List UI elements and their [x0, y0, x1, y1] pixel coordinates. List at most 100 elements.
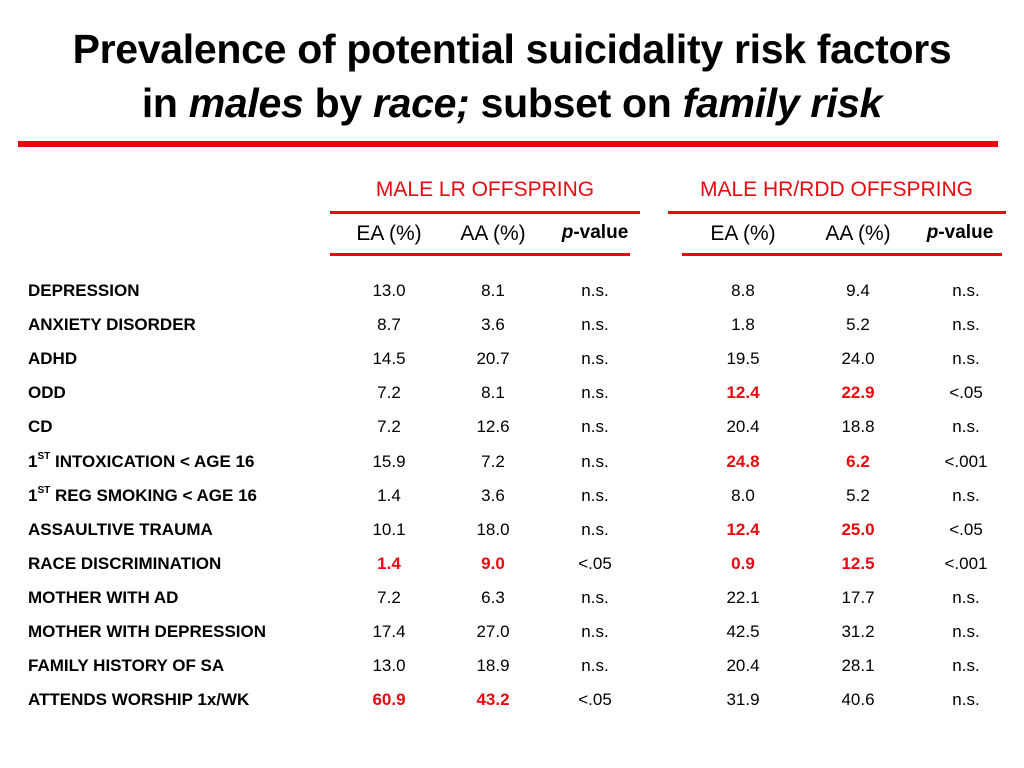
cell-lr-ea: 7.2	[377, 417, 401, 437]
cell-lr-aa: 3.6	[481, 315, 505, 335]
title-part: in	[141, 80, 189, 126]
row-label-text: ODD	[28, 383, 66, 403]
cell-hr-pvalue: n.s.	[952, 690, 980, 710]
cell-hr-ea: 22.1	[726, 587, 760, 607]
title-part: subset on	[469, 80, 683, 126]
row-label: MOTHER WITH AD	[28, 588, 178, 608]
cell-lr-ea: 8.7	[377, 315, 401, 335]
cell-lr-pvalue: n.s.	[581, 485, 609, 505]
cell-lr-pvalue: n.s.	[581, 383, 609, 403]
row-label-text: ASSAULTIVE TRAUMA	[28, 519, 213, 539]
row-label: RACE DISCRIMINATION	[28, 554, 221, 574]
title-emphasis-race: race;	[372, 80, 470, 126]
group-divider-hr	[668, 211, 1006, 214]
cell-lr-pvalue: n.s.	[581, 519, 609, 539]
row-label: ATTENDS WORSHIP 1x/WK	[28, 690, 249, 710]
cell-hr-pvalue: n.s.	[952, 281, 980, 300]
cell-hr-aa: 9.4	[846, 281, 870, 300]
cell-lr-ea: 13.0	[372, 281, 406, 300]
row-label: FAMILY HISTORY OF SA	[28, 656, 224, 676]
colhead-hr-ea: EA (%)	[710, 222, 776, 245]
cell-lr-pvalue: n.s.	[581, 281, 609, 300]
row-label-text: REG SMOKING < AGE 16	[50, 485, 257, 505]
row-label: ASSAULTIVE TRAUMA	[28, 520, 213, 540]
row-label: 1ST INTOXICATION < AGE 16	[28, 450, 255, 472]
cell-hr-aa: 5.2	[846, 485, 870, 505]
cell-hr-ea: 20.4	[726, 656, 760, 676]
colhead-lr-ea: EA (%)	[356, 222, 422, 245]
group-header-hr: MALE HR/RDD OFFSPRING	[699, 178, 974, 201]
cell-hr-pvalue: n.s.	[952, 485, 980, 505]
cell-lr-ea: 7.2	[377, 383, 401, 403]
cell-lr-ea: 60.9	[372, 690, 406, 710]
row-label-text: CD	[28, 417, 53, 437]
row-label: CD	[28, 417, 53, 437]
cell-lr-ea: 15.9	[372, 451, 406, 471]
row-label-text: ADHD	[28, 349, 78, 369]
cell-hr-ea: 42.5	[726, 622, 760, 641]
cell-hr-aa: 28.1	[841, 656, 875, 676]
row-label-text: ANXIETY DISORDER	[28, 315, 196, 335]
table-row: ODD 7.2 8.1 n.s. 12.4 22.9 <.05	[0, 383, 1024, 417]
cell-hr-pvalue: <.05	[949, 383, 983, 403]
title-emphasis-family-risk: family risk	[682, 80, 883, 126]
table-row: MOTHER WITH AD 7.2 6.3 n.s. 22.1 17.7 n.s.	[0, 588, 1024, 622]
cell-lr-pvalue: n.s.	[581, 587, 609, 607]
table-row: 1ST INTOXICATION < AGE 16 15.9 7.2 n.s. 24.8…	[0, 450, 1024, 486]
cell-hr-ea: 31.9	[726, 690, 760, 710]
row-label: 1ST REG SMOKING < AGE 16	[28, 485, 257, 506]
group-divider-lr	[330, 211, 640, 214]
table-row: FAMILY HISTORY OF SA 13.0 18.9 n.s. 20.4 28.1…	[0, 656, 1024, 690]
table-row: CD 7.2 12.6 n.s. 20.4 18.8 n.s.	[0, 417, 1024, 451]
table-row: ADHD 14.5 20.7 n.s. 19.5 24.0 n.s.	[0, 349, 1024, 383]
row-label-text: INTOXICATION < AGE 16	[50, 451, 255, 471]
cell-lr-pvalue: n.s.	[581, 417, 609, 437]
cell-hr-ea: 8.0	[731, 485, 755, 505]
cell-lr-aa: 12.6	[476, 417, 510, 437]
cell-hr-aa: 40.6	[841, 690, 875, 710]
cell-hr-ea: 19.5	[726, 349, 760, 369]
cell-lr-ea: 1.4	[377, 485, 401, 505]
cell-hr-ea: 8.8	[731, 281, 755, 300]
cell-hr-pvalue: <.05	[949, 519, 983, 539]
cell-lr-ea: 13.0	[372, 656, 406, 676]
cell-lr-aa: 9.0	[481, 553, 505, 573]
cell-lr-ea: 17.4	[372, 622, 406, 641]
p-rest: -value	[938, 222, 994, 243]
cell-hr-pvalue: <.001	[944, 553, 988, 573]
cell-lr-ea: 10.1	[372, 519, 406, 539]
cell-lr-aa: 7.2	[481, 451, 505, 471]
cell-lr-pvalue: n.s.	[581, 315, 609, 335]
cell-hr-aa: 22.9	[841, 383, 875, 403]
table-row: DEPRESSION 13.0 8.1 n.s. 8.8 9.4 n.s.	[0, 281, 1024, 315]
cell-lr-aa: 20.7	[476, 349, 510, 369]
cell-lr-pvalue: <.05	[578, 690, 612, 710]
cell-lr-aa: 18.0	[476, 519, 510, 539]
table-row: RACE DISCRIMINATION 1.4 9.0 <.05 0.9 12.5 <.00…	[0, 554, 1024, 588]
table-row: 1ST REG SMOKING < AGE 16 1.4 3.6 n.s. 8.0 5.2…	[0, 485, 1024, 520]
cell-lr-ea: 14.5	[372, 349, 406, 369]
cell-hr-pvalue: n.s.	[952, 417, 980, 437]
cell-lr-pvalue: n.s.	[581, 451, 609, 471]
title-part: by	[303, 80, 373, 126]
cell-hr-pvalue: <.001	[944, 451, 988, 471]
cell-hr-aa: 6.2	[846, 451, 870, 471]
row-label-text: FAMILY HISTORY OF SA	[28, 656, 225, 676]
colhead-divider-hr	[682, 253, 1002, 256]
row-label: DEPRESSION	[28, 281, 139, 301]
cell-lr-ea: 7.2	[377, 587, 401, 607]
row-label: ANXIETY DISORDER	[28, 315, 196, 335]
cell-hr-ea: 12.4	[726, 383, 760, 403]
p-italic: p	[561, 222, 574, 243]
cell-lr-pvalue: n.s.	[581, 622, 609, 641]
cell-hr-ea: 1.8	[731, 315, 755, 335]
table-row: ATTENDS WORSHIP 1x/WK 60.9 43.2 <.05 31.9 40.…	[0, 690, 1024, 724]
cell-hr-pvalue: n.s.	[952, 349, 980, 369]
cell-hr-aa: 5.2	[846, 315, 870, 335]
cell-hr-aa: 17.7	[841, 587, 875, 607]
cell-lr-aa: 8.1	[481, 383, 505, 403]
cell-lr-aa: 27.0	[476, 622, 510, 641]
row-label-superscript: ST	[37, 450, 51, 462]
cell-lr-pvalue: n.s.	[581, 656, 609, 676]
p-italic: p	[926, 222, 939, 243]
